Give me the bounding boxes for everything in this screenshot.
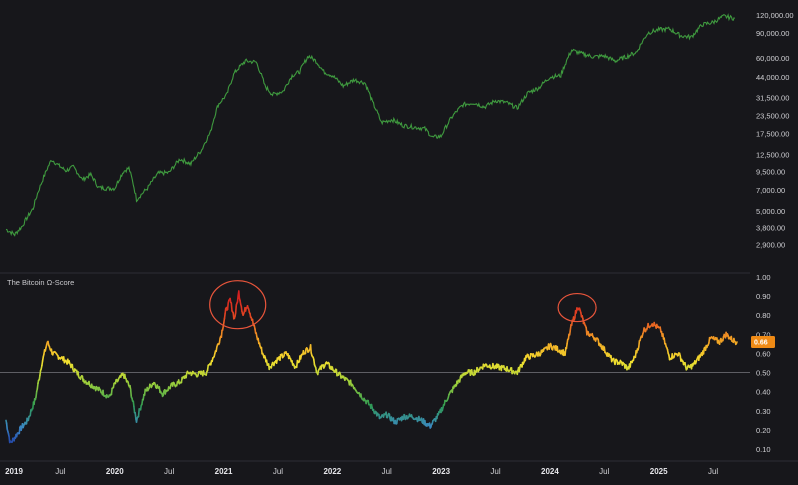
score-tick-label: 1.00 [756, 273, 771, 282]
score-series-segment [131, 390, 132, 397]
score-series-segment [236, 305, 237, 313]
year-tick-label: 2020 [106, 467, 124, 476]
score-series-segment [261, 348, 262, 354]
price-tick-label: 9,500.00 [756, 167, 785, 176]
month-tick-label: Jul [382, 467, 392, 476]
month-tick-label: Jul [164, 467, 174, 476]
score-series-segment [7, 423, 8, 429]
score-tick-label: 0.10 [756, 445, 771, 454]
price-tick-label: 120,000.00 [756, 11, 794, 20]
price-tick-label: 5,000.00 [756, 207, 785, 216]
score-tick-label: 0.40 [756, 388, 771, 397]
score-series-segment [134, 406, 135, 412]
score-series-segment [36, 392, 37, 398]
price-tick-label: 31,500.00 [756, 94, 789, 103]
score-tick-label: 0.90 [756, 292, 771, 301]
score-series-segment [664, 338, 665, 344]
price-tick-label: 7,000.00 [756, 186, 785, 195]
year-tick-label: 2019 [5, 467, 23, 476]
month-tick-label: Jul [55, 467, 65, 476]
year-tick-label: 2022 [323, 467, 341, 476]
score-series-segment [221, 330, 222, 337]
month-tick-label: Jul [599, 467, 609, 476]
month-tick-label: Jul [708, 467, 718, 476]
current-value-label: 0.66 [754, 339, 768, 346]
price-tick-label: 44,000.00 [756, 73, 789, 82]
score-series-segment [37, 383, 38, 389]
year-tick-label: 2021 [215, 467, 233, 476]
score-series-segment [111, 388, 112, 394]
price-tick-label: 2,900.00 [756, 240, 785, 249]
price-tick-label: 3,800.00 [756, 224, 785, 233]
score-series-segment [311, 345, 312, 353]
price-tick-label: 23,500.00 [756, 112, 789, 121]
price-tick-label: 90,000.00 [756, 29, 789, 38]
score-series-segment [393, 418, 394, 423]
score-series-segment [704, 348, 705, 354]
price-tick-label: 17,500.00 [756, 130, 789, 139]
year-tick-label: 2023 [432, 467, 450, 476]
score-series-segment [135, 413, 136, 419]
score-series-segment [238, 295, 239, 302]
omega-score-panel-title: The Bitcoin Ω-Score [7, 278, 74, 287]
score-series-segment [231, 303, 232, 311]
score-series-segment [139, 409, 140, 417]
price-tick-label: 12,500.00 [756, 150, 789, 159]
score-tick-label: 0.30 [756, 407, 771, 416]
score-series-segment [314, 360, 315, 365]
score-series-segment [639, 341, 640, 347]
score-tick-label: 0.60 [756, 349, 771, 358]
score-series-segment [630, 362, 631, 367]
score-series-segment [604, 347, 605, 352]
score-series-segment [239, 291, 240, 298]
month-tick-label: Jul [490, 467, 500, 476]
score-series-segment [19, 427, 20, 433]
score-tick-label: 0.80 [756, 311, 771, 320]
score-series-segment [228, 303, 229, 309]
month-tick-label: Jul [273, 467, 283, 476]
year-tick-label: 2025 [650, 467, 668, 476]
score-series-segment [736, 342, 737, 344]
year-tick-label: 2024 [541, 467, 559, 476]
score-tick-label: 0.20 [756, 426, 771, 435]
price-tick-label: 60,000.00 [756, 54, 789, 63]
score-tick-label: 0.50 [756, 369, 771, 378]
